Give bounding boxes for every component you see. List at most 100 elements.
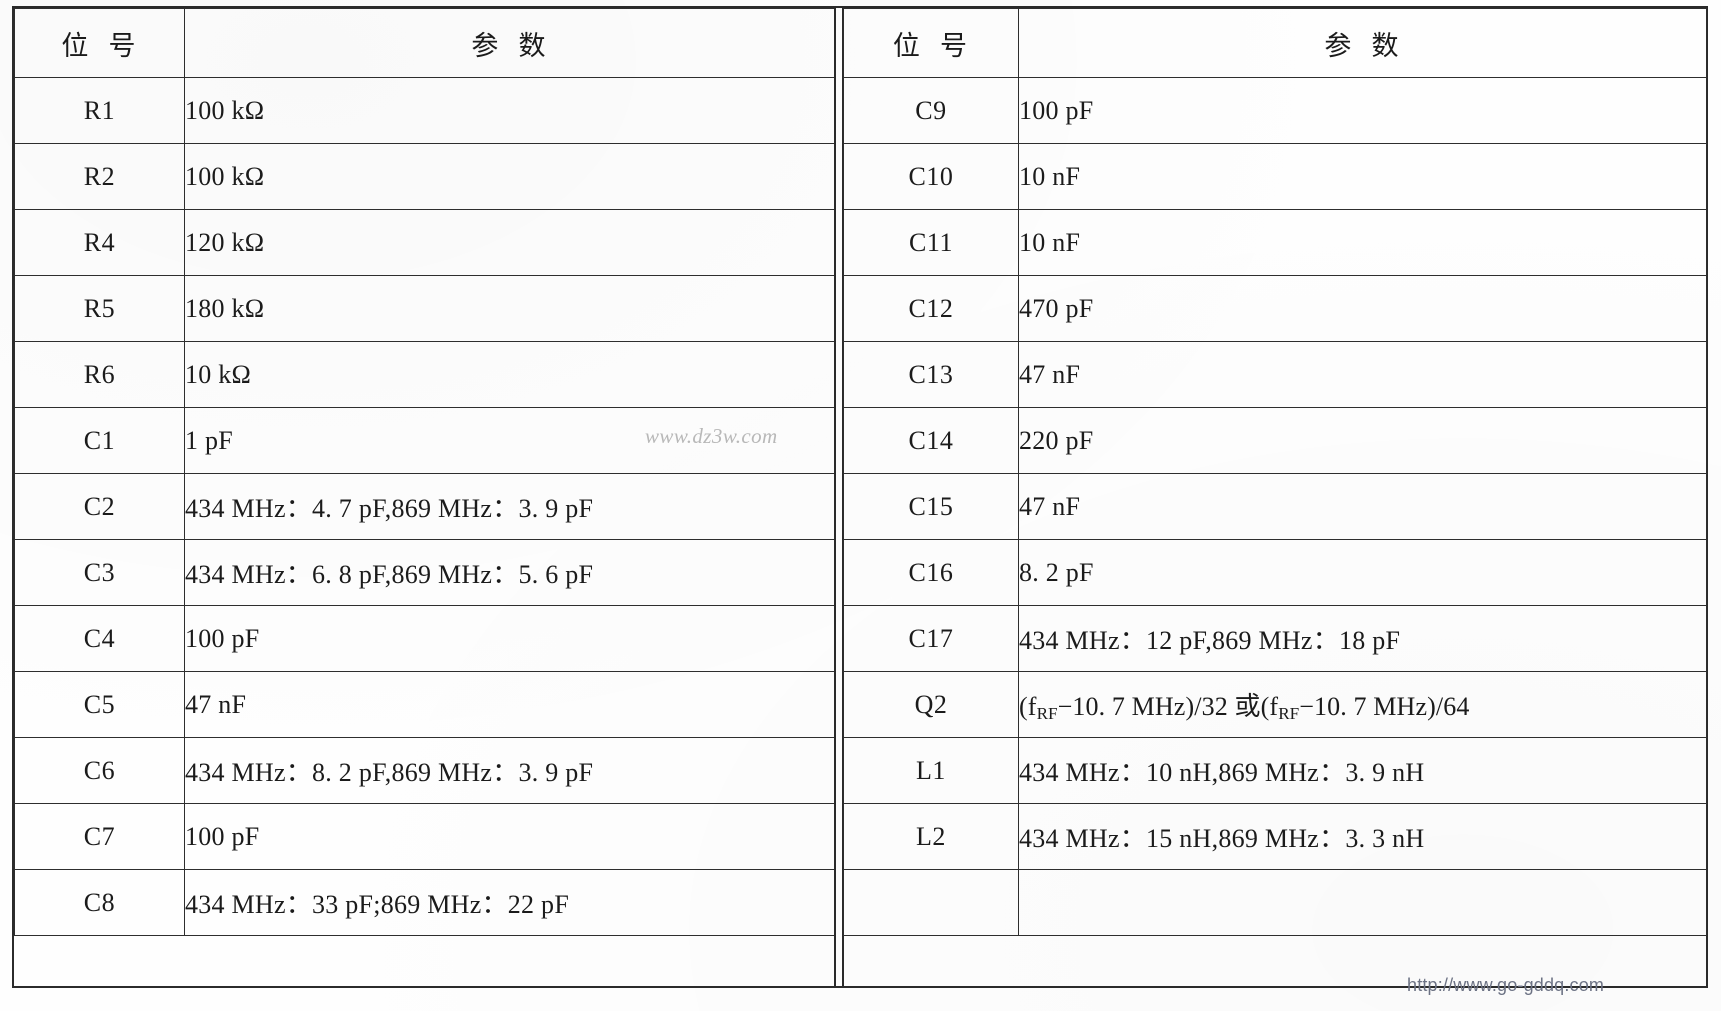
table-right-half: 位号 参数 C9 100 pF C10 10 nF C11 10 nF C12 470 … [843,8,1707,986]
parameter-value: 10 kΩ [184,341,835,408]
table-row: C10 10 nF [843,143,1707,210]
ref-designator: C11 [843,209,1019,276]
parameter-value: 100 kΩ [184,143,835,210]
header-ref-char-1: 位 [892,30,922,61]
parameter-value: 434 MHz：8. 2 pF,869 MHz：3. 9 pF [184,737,835,804]
ref-designator: C9 [843,77,1019,144]
table-row: C11 10 nF [843,209,1707,276]
left-table: 位号 参数 R1 100 kΩ R2 100 kΩ R4 120 kΩ R5 180 k… [14,8,835,936]
table-border-top [14,6,1706,8]
parameter-value: 47 nF [1018,473,1707,540]
table-row: C7 100 pF [14,803,835,870]
ref-designator: C13 [843,341,1019,408]
header-value-left: 参数 [184,8,835,78]
formula-part-1: (f [1019,691,1037,721]
parameter-value: 434 MHz：33 pF;869 MHz：22 pF [184,869,835,936]
table-border-right [1706,6,1708,988]
parameter-value: 120 kΩ [184,209,835,276]
ref-designator: C2 [14,473,185,540]
table-border-left [12,6,14,988]
ref-designator: C5 [14,671,185,738]
table-row: R1 100 kΩ [14,77,835,144]
parameter-value: 220 pF [1018,407,1707,474]
header-ref-char-2: 号 [108,30,138,61]
ref-designator: C4 [14,605,185,672]
header-ref-right: 位号 [843,8,1019,78]
parameter-value: 47 nF [1018,341,1707,408]
table-border-bottom [14,986,1706,988]
center-divider-line-1 [834,8,836,986]
ref-designator: C7 [14,803,185,870]
parameter-value: 1 pF [184,407,835,474]
table-row: R5 180 kΩ [14,275,835,342]
ref-designator: R5 [14,275,185,342]
right-table: 位号 参数 C9 100 pF C10 10 nF C11 10 nF C12 470 … [843,8,1707,936]
parameter-value: 434 MHz：10 nH,869 MHz：3. 9 nH [1018,737,1707,804]
table-row: C12 470 pF [843,275,1707,342]
table-row: C15 47 nF [843,473,1707,540]
header-ref-char-2: 号 [940,30,970,61]
table-row: C16 8. 2 pF [843,539,1707,606]
ref-designator: L2 [843,803,1019,870]
table-row: C9 100 pF [843,77,1707,144]
ref-designator: Q2 [843,671,1019,738]
table-row: C8 434 MHz：33 pF;869 MHz：22 pF [14,869,835,936]
table-row: C5 47 nF [14,671,835,738]
parameter-value: 8. 2 pF [1018,539,1707,606]
table-row: C14 220 pF [843,407,1707,474]
formula-part-2: −10. 7 MHz)/32 或(f [1057,691,1279,721]
formula-subscript-2: RF [1278,703,1300,723]
parameter-value: 180 kΩ [184,275,835,342]
header-value-char-1: 参 [1324,30,1354,61]
formula-part-3: −10. 7 MHz)/64 [1299,691,1470,721]
ref-designator: R4 [14,209,185,276]
ref-designator: C3 [14,539,185,606]
parameter-value: 10 nF [1018,143,1707,210]
table-row: C1 1 pF [14,407,835,474]
component-parameter-table: 位号 参数 R1 100 kΩ R2 100 kΩ R4 120 kΩ R5 180 k… [12,6,1708,988]
parameter-value-formula: (fRF−10. 7 MHz)/32 或(fRF−10. 7 MHz)/64 [1018,671,1707,738]
header-value-char-2: 数 [1371,30,1401,61]
ref-designator: C16 [843,539,1019,606]
parameter-value: 434 MHz：4. 7 pF,869 MHz：3. 9 pF [184,473,835,540]
ref-designator: L1 [843,737,1019,804]
parameter-value: 10 nF [1018,209,1707,276]
ref-designator: C10 [843,143,1019,210]
table-row: C4 100 pF [14,605,835,672]
parameter-value: 100 pF [1018,77,1707,144]
ref-designator: C15 [843,473,1019,540]
left-table-body: R1 100 kΩ R2 100 kΩ R4 120 kΩ R5 180 kΩ R6 10… [14,77,835,936]
ref-designator: R1 [14,77,185,144]
ref-designator: R2 [14,143,185,210]
ref-designator: C1 [14,407,185,474]
table-header-row: 位号 参数 [843,8,1707,78]
table-row: R6 10 kΩ [14,341,835,408]
ref-designator: C12 [843,275,1019,342]
table-row: Q2 (fRF−10. 7 MHz)/32 或(fRF−10. 7 MHz)/6… [843,671,1707,738]
header-ref-left: 位号 [14,8,185,78]
table-row: L1 434 MHz：10 nH,869 MHz：3. 9 nH [843,737,1707,804]
table-header-row: 位号 参数 [14,8,835,78]
ref-designator: R6 [14,341,185,408]
ref-designator: C6 [14,737,185,804]
header-value-char-1: 参 [471,30,501,61]
table-row: L2 434 MHz：15 nH,869 MHz：3. 3 nH [843,803,1707,870]
parameter-value: 47 nF [184,671,835,738]
empty-ref-cell [843,869,1019,936]
header-value-right: 参数 [1018,8,1707,78]
ref-designator: C8 [14,869,185,936]
table-row: R4 120 kΩ [14,209,835,276]
ref-designator: C14 [843,407,1019,474]
table-row: C6 434 MHz：8. 2 pF,869 MHz：3. 9 pF [14,737,835,804]
table-row: C2 434 MHz：4. 7 pF,869 MHz：3. 9 pF [14,473,835,540]
parameter-value: 434 MHz：12 pF,869 MHz：18 pF [1018,605,1707,672]
empty-value-cell [1018,869,1707,936]
parameter-value: 100 pF [184,803,835,870]
right-table-body: C9 100 pF C10 10 nF C11 10 nF C12 470 pF C13… [843,77,1707,936]
table-row: R2 100 kΩ [14,143,835,210]
parameter-value: 100 kΩ [184,77,835,144]
parameter-value: 434 MHz：6. 8 pF,869 MHz：5. 6 pF [184,539,835,606]
table-left-half: 位号 参数 R1 100 kΩ R2 100 kΩ R4 120 kΩ R5 180 k… [14,8,835,986]
parameter-value: 470 pF [1018,275,1707,342]
